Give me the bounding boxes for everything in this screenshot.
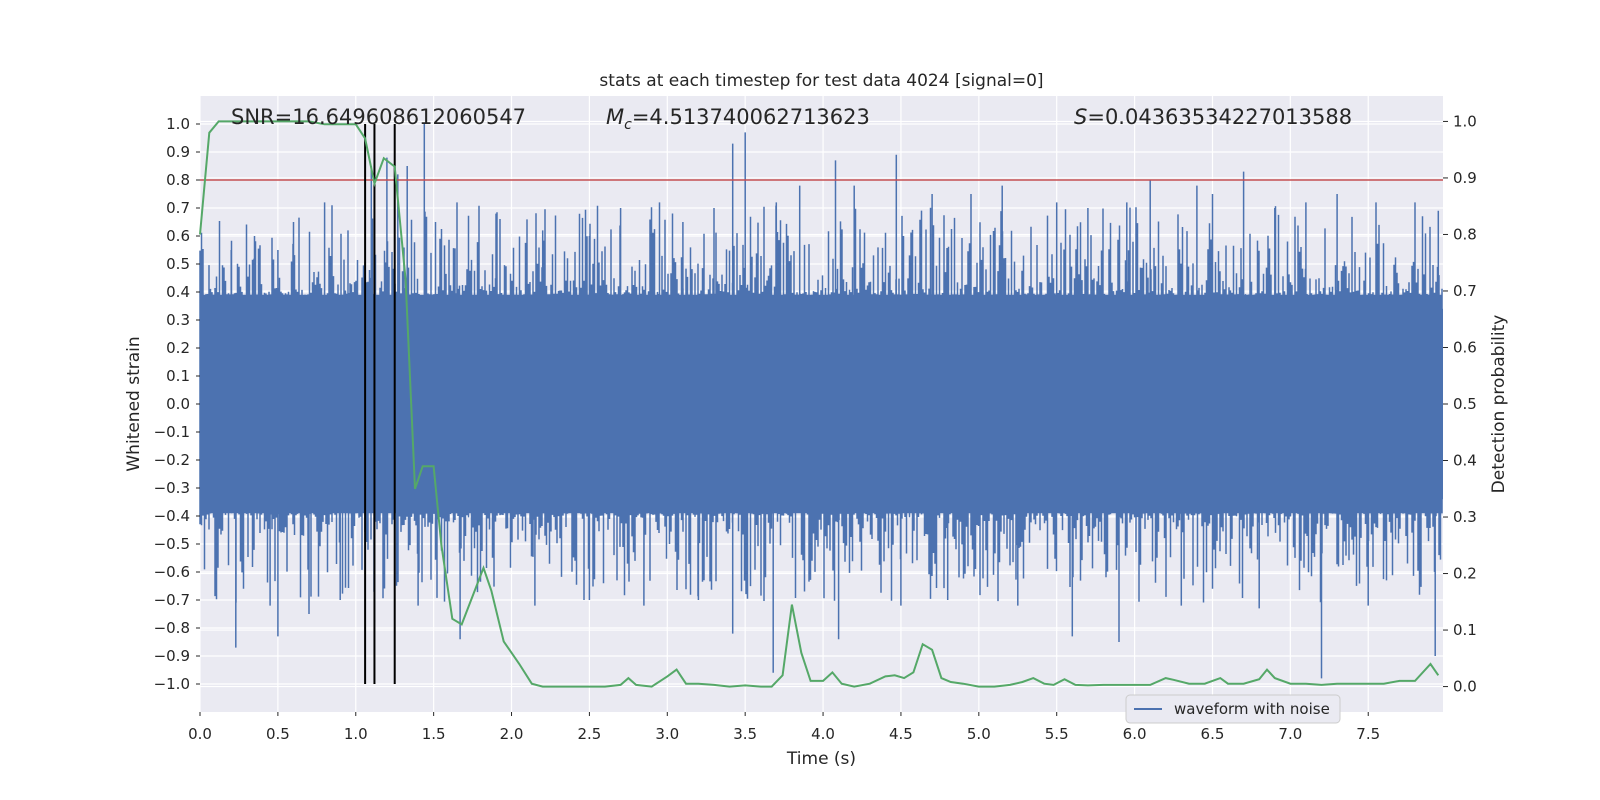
x-tick-label: 3.0 (655, 725, 679, 743)
y-tick-label: −0.4 (154, 507, 190, 525)
x-tick-label: 2.0 (500, 725, 524, 743)
y2-tick-label: 0.2 (1453, 565, 1477, 583)
x-tick-label: 0.5 (266, 725, 290, 743)
y2-tick-label: 1.0 (1453, 112, 1477, 130)
y-tick-label: 0.6 (166, 227, 190, 245)
y-tick-label: −0.3 (154, 479, 190, 497)
legend-box (1125, 694, 1341, 724)
y-tick-label: −0.6 (154, 563, 190, 581)
x-tick-label: 5.5 (1045, 725, 1069, 743)
legend-label: waveform with noise (1174, 700, 1330, 718)
y2-axis-label: Detection probability (1489, 315, 1509, 494)
y2-tick-label: 0.5 (1453, 395, 1477, 413)
probability-line (199, 120, 1440, 688)
x-tick-label: 1.0 (344, 725, 368, 743)
y-tick-label: −0.7 (154, 591, 190, 609)
y2-tick-label: 0.8 (1453, 225, 1477, 243)
y-tick-label: 0.8 (166, 171, 190, 189)
waveform-core-band (200, 308, 1443, 500)
chirp-mass-annotation: Mc=4.513740062713623 (606, 105, 870, 133)
y2-axis-ticks: 1.0 0.9 0.8 0.7 0.6 0.5 0.4 0.3 0.2 0.1 0.0 (1443, 112, 1477, 696)
y-tick-label: −0.1 (154, 423, 190, 441)
y-tick-label: −0.8 (154, 619, 190, 637)
chart-title: stats at each timestep for test data 402… (599, 71, 1043, 91)
y-tick-label: 0.2 (166, 339, 190, 357)
s-annotation: S=0.04363534227013588 (1074, 105, 1352, 129)
y-tick-label: −0.9 (154, 647, 190, 665)
y-tick-label: 0.5 (166, 255, 190, 273)
s-value: =0.04363534227013588 (1087, 105, 1352, 129)
x-tick-label: 7.0 (1278, 725, 1302, 743)
y-tick-label: −0.5 (154, 535, 190, 553)
x-tick-label: 4.0 (811, 725, 835, 743)
x-tick-label: 6.0 (1123, 725, 1147, 743)
y-tick-label: 0.9 (166, 143, 190, 161)
x-axis-label: Time (s) (786, 749, 856, 769)
y-tick-label: −0.2 (154, 451, 190, 469)
y2-tick-label: 0.6 (1453, 338, 1477, 356)
x-tick-label: 7.5 (1356, 725, 1380, 743)
x-axis-ticks: 0.0 0.5 1.0 1.5 2.0 2.5 3.0 3.5 4.0 4.5 5.0 5.5 6.0 6… (188, 712, 1380, 743)
y-tick-label: 0.1 (166, 367, 190, 385)
waveform-series (199, 124, 1443, 679)
y-axis-ticks: 1.0 0.9 0.8 0.7 0.6 0.5 0.4 0.3 0.2 0.1 0.0 −0.1 −0.… (154, 115, 200, 693)
y-tick-label: 1.0 (166, 115, 190, 133)
chirp-mass-symbol: M (606, 105, 624, 129)
x-tick-label: 2.5 (577, 725, 601, 743)
x-tick-label: 3.5 (733, 725, 757, 743)
x-tick-label: 5.0 (967, 725, 991, 743)
chirp-mass-value: =4.513740062713623 (632, 105, 870, 129)
y2-tick-label: 0.9 (1453, 169, 1477, 187)
y2-tick-label: 0.1 (1453, 621, 1477, 639)
y-tick-label: 0.7 (166, 199, 190, 217)
y-tick-label: 0.3 (166, 311, 190, 329)
y2-tick-label: 0.7 (1453, 282, 1477, 300)
chirp-mass-subscript: c (624, 117, 632, 133)
snr-annotation: SNR=16.649608612060547 (231, 105, 526, 129)
y2-tick-label: 0.4 (1453, 452, 1477, 470)
vertical-markers (364, 124, 396, 684)
y-tick-label: 0.4 (166, 283, 190, 301)
x-tick-label: 4.5 (889, 725, 913, 743)
x-tick-label: 6.5 (1201, 725, 1225, 743)
y2-tick-label: 0.3 (1453, 508, 1477, 526)
probability-series (199, 120, 1440, 688)
y-tick-label: −1.0 (154, 675, 190, 693)
x-tick-label: 0.0 (188, 725, 212, 743)
y-axis-label: Whitened strain (124, 336, 144, 471)
x-tick-label: 1.5 (422, 725, 446, 743)
s-symbol: S (1074, 105, 1087, 129)
y-tick-label: 0.0 (166, 395, 190, 413)
legend: waveform with noise (1125, 694, 1341, 724)
y2-tick-label: 0.0 (1453, 678, 1477, 696)
